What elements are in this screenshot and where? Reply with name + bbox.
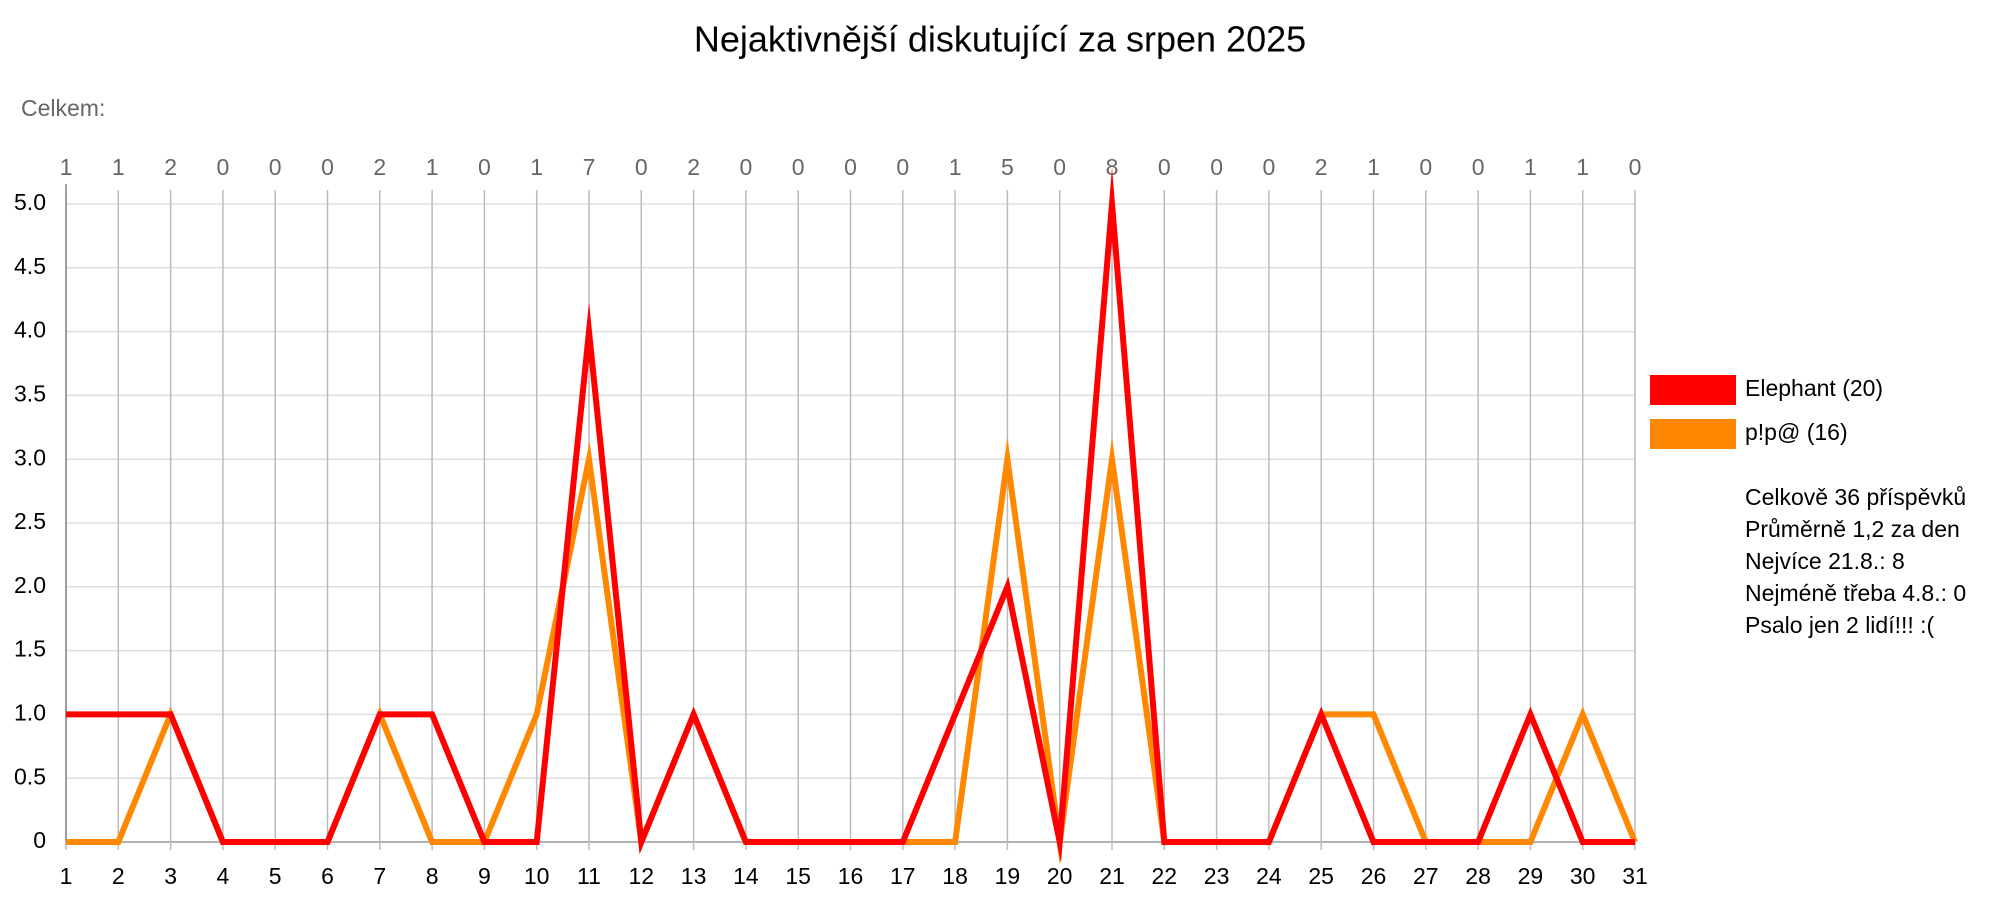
daily-total-label: 0 [844, 154, 857, 180]
x-tick-label: 4 [217, 863, 230, 889]
y-tick-label: 1.5 [14, 636, 46, 662]
legend-label: p!p@ (16) [1745, 419, 1848, 445]
daily-total-label: 1 [1524, 154, 1537, 180]
daily-total-label: 0 [1158, 154, 1171, 180]
daily-total-label: 1 [60, 154, 73, 180]
x-tick-label: 3 [164, 863, 177, 889]
daily-total-label: 0 [635, 154, 648, 180]
legend-swatch [1650, 375, 1736, 405]
y-tick-label: 3.5 [14, 380, 46, 406]
x-tick-label: 5 [269, 863, 282, 889]
daily-total-label: 1 [530, 154, 543, 180]
x-tick-label: 29 [1518, 863, 1544, 889]
y-tick-label: 2.5 [14, 508, 46, 534]
x-tick-label: 31 [1622, 863, 1648, 889]
daily-total-label: 0 [1210, 154, 1223, 180]
daily-total-label: 1 [112, 154, 125, 180]
stats-line: Průměrně 1,2 za den [1745, 516, 1960, 542]
series-line [66, 167, 1635, 864]
x-tick-label: 26 [1361, 863, 1387, 889]
x-tick-label: 16 [838, 863, 864, 889]
x-tick-label: 22 [1152, 863, 1178, 889]
daily-total-label: 8 [1106, 154, 1119, 180]
subtitle: Celkem: [21, 95, 105, 121]
x-tick-label: 8 [426, 863, 439, 889]
daily-total-label: 2 [687, 154, 700, 180]
x-tick-label: 23 [1204, 863, 1230, 889]
daily-total-label: 2 [1315, 154, 1328, 180]
y-tick-label: 0.5 [14, 763, 46, 789]
chart-title: Nejaktivnější diskutující za srpen 2025 [694, 19, 1306, 60]
x-tick-label: 6 [321, 863, 334, 889]
daily-total-label: 0 [1472, 154, 1485, 180]
x-tick-label: 13 [681, 863, 707, 889]
daily-total-label: 0 [269, 154, 282, 180]
stats-line: Nejvíce 21.8.: 8 [1745, 548, 1905, 574]
x-tick-label: 14 [733, 863, 759, 889]
y-tick-label: 4.0 [14, 317, 46, 343]
legend-swatch [1650, 419, 1736, 449]
x-tick-label: 11 [577, 863, 601, 889]
x-tick-label: 7 [373, 863, 386, 889]
x-tick-label: 18 [942, 863, 968, 889]
x-tick-label: 19 [995, 863, 1021, 889]
y-tick-label: 4.5 [14, 253, 46, 279]
daily-total-label: 1 [1576, 154, 1589, 180]
daily-total-label: 0 [740, 154, 753, 180]
stats-line: Nejméně třeba 4.8.: 0 [1745, 580, 1966, 606]
daily-total-label: 0 [217, 154, 230, 180]
daily-total-label: 7 [583, 154, 596, 180]
y-tick-label: 0 [33, 827, 46, 853]
daily-total-label: 0 [1263, 154, 1276, 180]
x-tick-label: 9 [478, 863, 491, 889]
x-tick-label: 28 [1465, 863, 1491, 889]
x-tick-label: 2 [112, 863, 125, 889]
daily-total-label: 1 [426, 154, 439, 180]
x-tick-label: 17 [890, 863, 916, 889]
daily-total-label: 0 [478, 154, 491, 180]
daily-total-label: 0 [792, 154, 805, 180]
x-tick-label: 20 [1047, 863, 1073, 889]
daily-total-label: 0 [321, 154, 334, 180]
daily-total-label: 1 [949, 154, 962, 180]
daily-total-label: 2 [164, 154, 177, 180]
y-tick-label: 5.0 [14, 189, 46, 215]
x-tick-label: 24 [1256, 863, 1282, 889]
daily-total-label: 0 [1629, 154, 1642, 180]
y-tick-label: 3.0 [14, 444, 46, 470]
x-tick-label: 15 [785, 863, 811, 889]
daily-total-label: 0 [896, 154, 909, 180]
stats-line: Psalo jen 2 lidí!!! :( [1745, 612, 1935, 638]
stats-line: Celkově 36 příspěvků [1745, 484, 1966, 510]
daily-total-label: 1 [1367, 154, 1380, 180]
y-tick-label: 2.0 [14, 572, 46, 598]
x-tick-label: 21 [1099, 863, 1125, 889]
legend-label: Elephant (20) [1745, 375, 1883, 401]
daily-total-label: 2 [373, 154, 386, 180]
x-tick-label: 25 [1308, 863, 1334, 889]
daily-total-label: 5 [1001, 154, 1014, 180]
x-tick-label: 12 [629, 863, 655, 889]
x-tick-label: 10 [524, 863, 550, 889]
daily-total-label: 0 [1419, 154, 1432, 180]
daily-total-label: 0 [1053, 154, 1066, 180]
x-tick-label: 27 [1413, 863, 1439, 889]
x-tick-label: 1 [60, 863, 73, 889]
y-tick-label: 1.0 [14, 699, 46, 725]
x-tick-label: 30 [1570, 863, 1596, 889]
